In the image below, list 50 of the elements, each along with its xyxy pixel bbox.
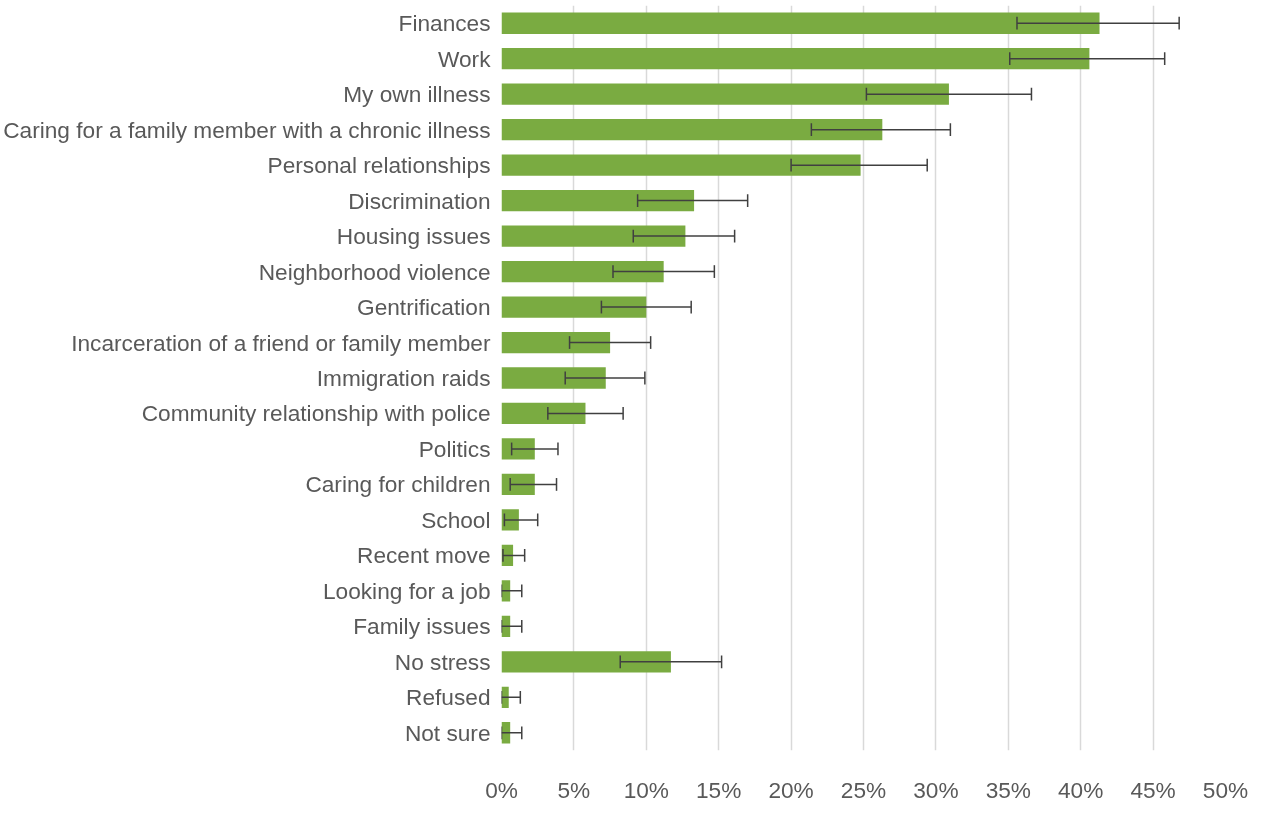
y-tick-label: Community relationship with police xyxy=(141,400,491,427)
y-tick-label: Recent move xyxy=(357,542,491,569)
x-tick-label: 0% xyxy=(485,776,518,803)
y-tick-label: Neighborhood violence xyxy=(258,258,491,285)
x-tick-label: 25% xyxy=(840,776,887,803)
bar xyxy=(501,402,586,425)
x-tick-label: 5% xyxy=(557,776,591,803)
y-tick-label: Looking for a job xyxy=(322,577,491,604)
y-tick-label: Personal relationships xyxy=(267,152,491,179)
y-tick-label: Immigration raids xyxy=(316,365,491,391)
y-tick-label: My own illness xyxy=(343,81,491,108)
bar xyxy=(501,438,535,460)
bar xyxy=(501,615,511,637)
x-tick-label: 10% xyxy=(623,776,669,803)
bar xyxy=(501,331,611,354)
bar xyxy=(501,119,883,141)
bar xyxy=(501,651,671,673)
y-tick-label: Work xyxy=(438,45,492,72)
y-tick-label: Refused xyxy=(406,684,491,711)
y-tick-label: Not sure xyxy=(404,719,491,746)
bar xyxy=(501,154,861,176)
x-tick-label: 30% xyxy=(913,776,959,803)
x-tick-label: 15% xyxy=(696,776,742,803)
bar xyxy=(501,260,664,283)
x-tick-label: 45% xyxy=(1130,776,1176,803)
bar xyxy=(501,12,1100,34)
bar xyxy=(501,580,511,602)
x-tick-label: 50% xyxy=(1202,776,1249,803)
bar xyxy=(501,83,949,105)
y-tick-label: No stress xyxy=(394,648,491,675)
y-tick-label: Caring for children xyxy=(305,471,491,498)
bar xyxy=(501,189,695,212)
bar xyxy=(501,296,647,318)
y-tick-label: Finances xyxy=(398,10,491,37)
bar xyxy=(501,225,686,247)
y-tick-label: Family issues xyxy=(353,613,491,640)
y-tick-label: Incarceration of a friend or family member xyxy=(71,329,491,356)
bar xyxy=(501,367,606,389)
bar xyxy=(501,686,509,708)
x-tick-label: 40% xyxy=(1058,776,1104,803)
y-tick-label: Discrimination xyxy=(348,187,491,214)
y-tick-label: Gentrification xyxy=(357,294,491,321)
y-tick-label: Politics xyxy=(418,435,491,462)
y-tick-label: Housing issues xyxy=(336,223,491,250)
x-tick-label: 20% xyxy=(768,776,814,803)
y-tick-label: School xyxy=(421,506,491,533)
bar xyxy=(501,473,535,496)
x-tick-label: 35% xyxy=(985,776,1031,803)
bar xyxy=(501,48,1090,70)
y-tick-label: Caring for a family member with a chronic illness xyxy=(3,116,491,143)
